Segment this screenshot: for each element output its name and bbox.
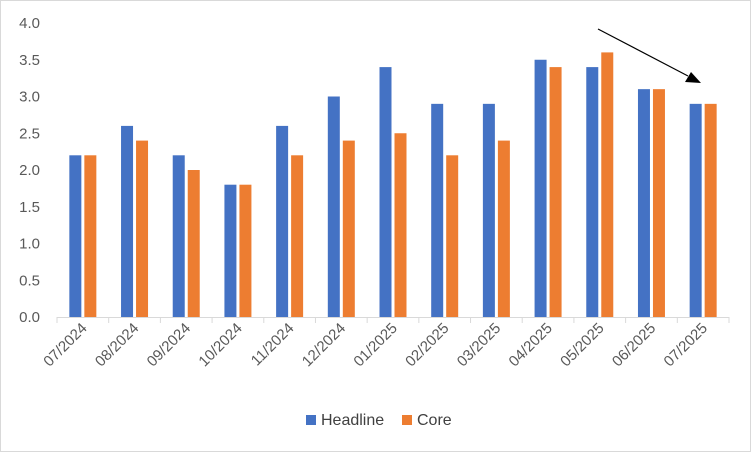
x-tick-label: 10/2024 — [195, 320, 245, 370]
bars — [69, 52, 717, 318]
bar-core-11-2024 — [291, 155, 304, 317]
bar-headline-03-2025 — [482, 103, 495, 317]
arrow-head-icon — [685, 72, 701, 83]
bar-core-08-2024 — [136, 140, 149, 317]
x-tick-label: 07/2025 — [661, 320, 711, 370]
y-tick-label: 2.5 — [19, 125, 40, 142]
x-axis-labels: 07/2024 08/2024 09/2024 10/2024 11/2024 12/20… — [40, 320, 711, 370]
x-tick-label: 07/2024 — [40, 320, 90, 370]
y-tick-label: 0.0 — [19, 309, 40, 326]
bar-core-01-2025 — [394, 133, 407, 317]
x-tick-label: 11/2024 — [248, 320, 298, 370]
y-tick-label: 3.5 — [19, 52, 40, 69]
x-tick-label: 02/2025 — [402, 320, 452, 370]
x-tick-label: 04/2025 — [506, 320, 556, 370]
bar-headline-11-2024 — [276, 125, 289, 318]
bar-core-05-2025 — [601, 52, 614, 318]
x-tick-label: 03/2025 — [454, 320, 504, 370]
bar-core-07-2025 — [704, 103, 717, 317]
bar-core-03-2025 — [497, 140, 510, 317]
bar-core-02-2025 — [446, 155, 459, 317]
bar-core-04-2025 — [549, 67, 562, 317]
y-tick-label: 0.5 — [19, 272, 40, 289]
legend: Headline Core — [306, 412, 452, 429]
bar-headline-09-2024 — [172, 155, 185, 317]
bar-headline-07-2024 — [69, 155, 82, 317]
bar-headline-06-2025 — [637, 89, 650, 318]
y-axis-ticks: 0.0 0.5 1.0 1.5 2.0 2.5 3.0 3.5 4.0 — [19, 15, 40, 326]
bar-headline-02-2025 — [431, 103, 444, 317]
bar-headline-10-2024 — [224, 184, 237, 317]
x-tick-label: 05/2025 — [557, 320, 607, 370]
bar-core-10-2024 — [239, 184, 252, 317]
y-tick-label: 1.5 — [19, 199, 40, 216]
y-tick-label: 3.0 — [19, 89, 40, 106]
x-tick-label: 12/2024 — [299, 320, 349, 370]
x-axis — [56, 317, 730, 323]
arrow-line — [597, 28, 689, 77]
bar-core-12-2024 — [342, 140, 355, 317]
x-tick-label: 09/2024 — [144, 320, 194, 370]
bar-headline-01-2025 — [379, 67, 392, 317]
y-tick-label: 4.0 — [19, 15, 40, 32]
bar-headline-08-2024 — [121, 125, 134, 318]
bar-core-09-2024 — [187, 170, 200, 317]
bar-headline-07-2025 — [689, 103, 702, 317]
legend-swatch-headline — [306, 415, 316, 425]
x-tick-label: 06/2025 — [609, 320, 659, 370]
legend-label-core: Core — [417, 412, 452, 429]
bar-core-07-2024 — [84, 155, 97, 317]
y-tick-label: 1.0 — [19, 236, 40, 253]
bar-headline-04-2025 — [534, 59, 547, 317]
bar-headline-05-2025 — [586, 67, 599, 317]
bar-core-06-2025 — [652, 89, 665, 318]
legend-swatch-core — [402, 415, 412, 425]
x-tick-label: 08/2024 — [92, 320, 142, 370]
y-tick-label: 2.0 — [19, 162, 40, 179]
annotation-arrow — [597, 28, 701, 83]
bar-headline-12-2024 — [327, 96, 340, 317]
legend-label-headline: Headline — [321, 412, 384, 429]
x-tick-label: 01/2025 — [350, 320, 400, 370]
